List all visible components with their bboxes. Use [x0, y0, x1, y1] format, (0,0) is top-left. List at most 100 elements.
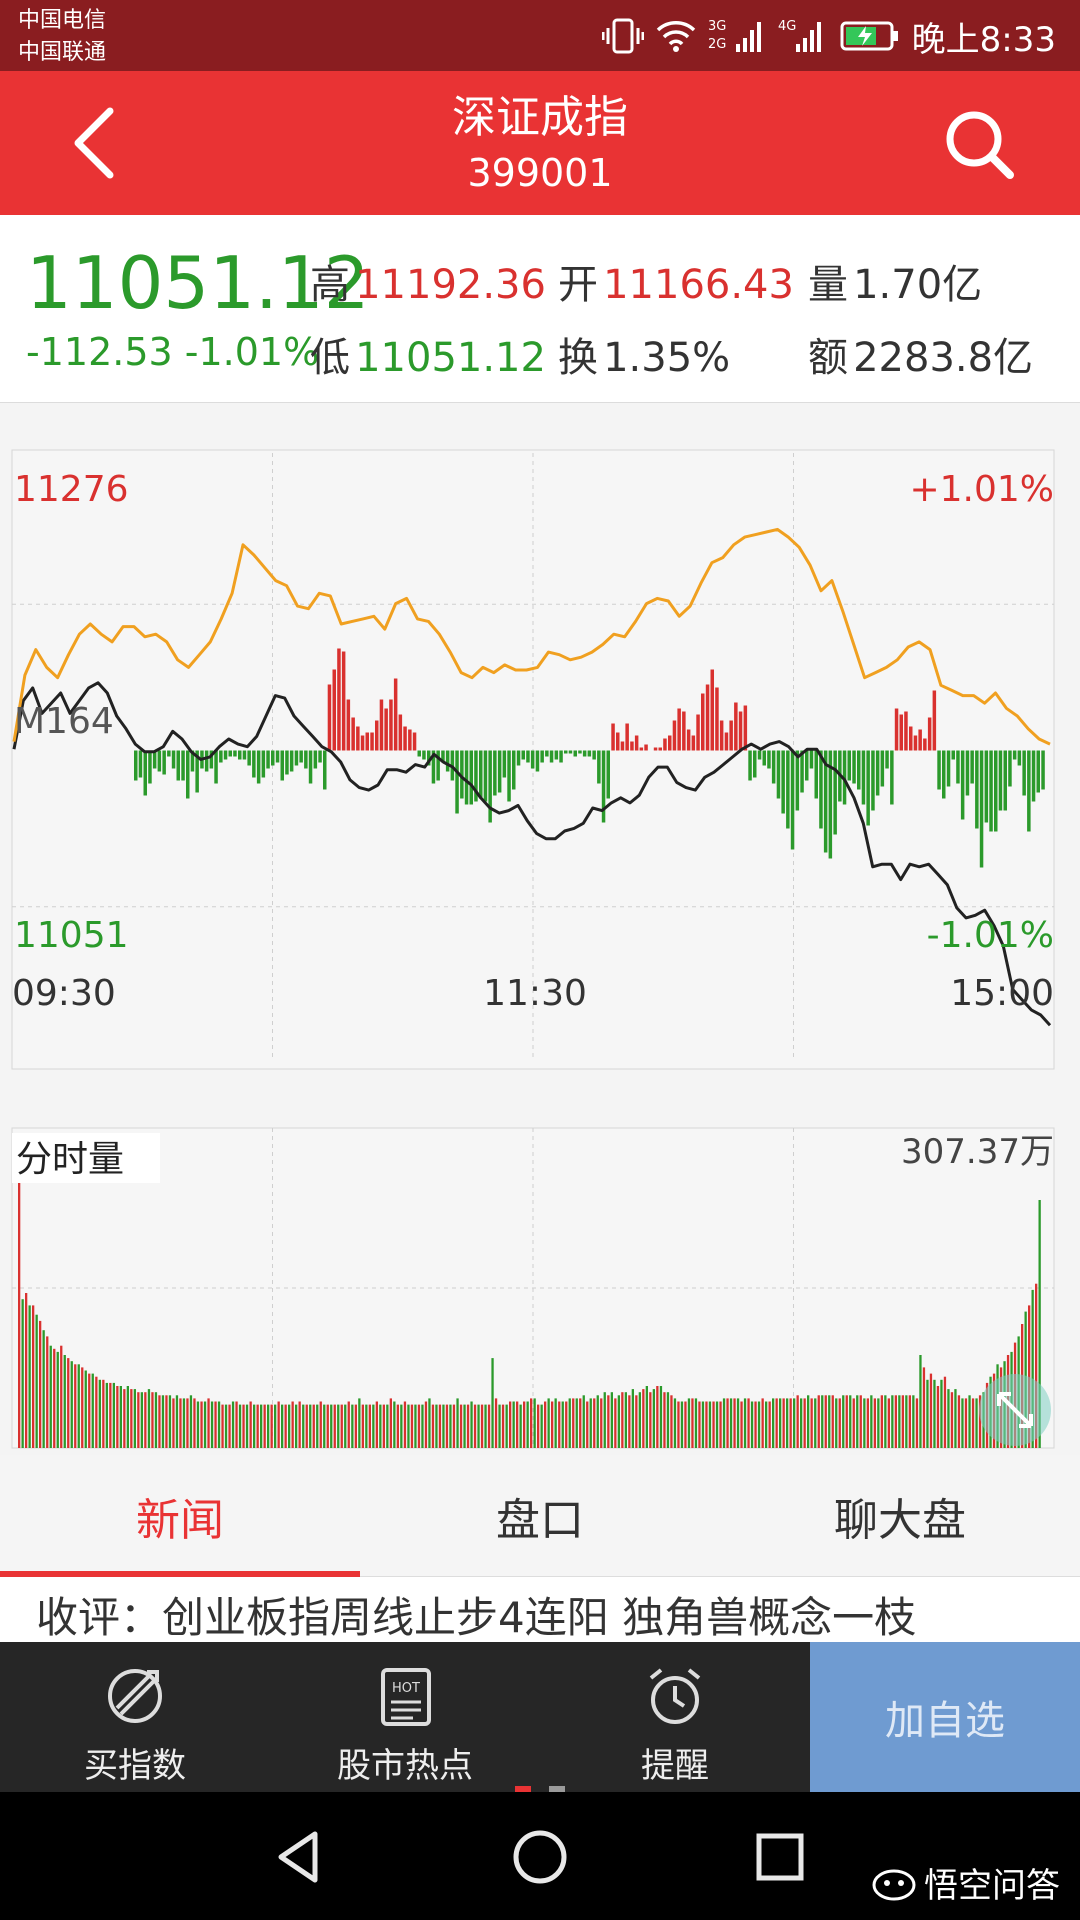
volume-bar: [295, 1404, 298, 1448]
volume-bar: [84, 1370, 87, 1448]
mini-volume-bar: [857, 750, 861, 790]
mini-volume-bar: [904, 711, 908, 751]
volume-bar: [642, 1389, 645, 1448]
volume-bar: [670, 1395, 673, 1448]
volume-bar: [417, 1404, 421, 1448]
volume-bar: [393, 1401, 396, 1448]
volume-bar: [340, 1404, 343, 1448]
mini-volume-bar: [530, 750, 535, 769]
volume-bar: [473, 1404, 477, 1448]
volume-bar: [98, 1379, 101, 1448]
mini-volume-bar: [479, 750, 483, 799]
volume-bar: [288, 1404, 291, 1448]
volume-bar: [866, 1398, 869, 1448]
volume-bar: [382, 1404, 385, 1448]
mini-volume-bar: [937, 750, 941, 790]
mini-volume-bar: [696, 714, 700, 751]
volume-bar: [291, 1401, 294, 1448]
volume-bar: [260, 1404, 263, 1448]
tab-discussion[interactable]: 聊大盘: [834, 1495, 966, 1546]
volume-bar: [750, 1401, 754, 1448]
volume-bar: [673, 1398, 677, 1448]
volume-bar: [516, 1401, 519, 1448]
volume-bar: [551, 1401, 554, 1448]
volume-bar: [200, 1401, 203, 1448]
expand-icon[interactable]: [979, 1374, 1051, 1446]
mini-volume-bar: [181, 750, 185, 781]
volume-bar: [582, 1395, 585, 1448]
active-tab-indicator: [0, 1571, 360, 1577]
volume-bar: [680, 1401, 684, 1448]
volume-bar: [445, 1404, 449, 1448]
current-price: 11051.12: [26, 241, 370, 325]
mini-volume-bar: [280, 750, 284, 781]
volume-bar: [379, 1404, 382, 1448]
mini-volume-bar: [597, 750, 601, 784]
vibrate-icon: [601, 18, 644, 54]
volume-bar: [705, 1401, 708, 1448]
volume-bar: [459, 1404, 463, 1448]
volume-bar: [270, 1404, 273, 1448]
mini-volume-bar: [677, 708, 681, 751]
volume-bar: [940, 1379, 943, 1448]
volume-bar: [133, 1389, 136, 1448]
network-label-2: 2G: [708, 37, 726, 52]
volume-bar: [733, 1398, 736, 1448]
buy-index-button[interactable]: 买指数: [0, 1642, 270, 1792]
volume-bar: [344, 1404, 347, 1448]
volume-bar: [803, 1398, 806, 1448]
chevron-left-icon[interactable]: [60, 101, 130, 185]
nav-back-icon[interactable]: [265, 1822, 335, 1892]
alert-button[interactable]: 提醒: [540, 1642, 810, 1792]
volume-bar: [365, 1404, 368, 1448]
nav-home-icon[interactable]: [505, 1822, 575, 1892]
high-label: 高: [310, 262, 350, 308]
mini-volume-bar: [710, 669, 714, 751]
mini-volume-bar: [592, 750, 596, 760]
volume-bar: [838, 1398, 841, 1448]
mini-volume-bar: [795, 750, 800, 811]
mini-volume-bar: [923, 738, 927, 751]
mini-volume-bar: [469, 750, 473, 805]
volume-bar: [109, 1382, 112, 1448]
volume-bar: [740, 1401, 743, 1448]
status-time: 晚上8:33: [911, 19, 1056, 60]
volume-bar: [487, 1404, 491, 1448]
mini-volume-bar: [271, 750, 275, 766]
volume-bar: [389, 1398, 392, 1448]
intraday-chart[interactable]: 11276 11051 +1.01% -1.01% M164 09:30 11:…: [0, 403, 1080, 1455]
volume-bar: [400, 1404, 403, 1448]
tab-news[interactable]: 新闻: [136, 1495, 224, 1546]
volume-bar: [140, 1392, 143, 1448]
mini-volume-bar: [946, 750, 951, 787]
volume-bar: [421, 1404, 424, 1448]
mini-volume-bar: [927, 717, 932, 751]
search-icon[interactable]: [940, 105, 1020, 185]
volume-bar: [477, 1404, 480, 1448]
nav-recents-icon[interactable]: [745, 1822, 815, 1892]
volume-bar: [800, 1398, 803, 1448]
volume-bar: [147, 1389, 151, 1448]
volume-max-label: 307.37万: [901, 1132, 1054, 1172]
average-line: [12, 527, 1051, 746]
mini-volume-bar: [195, 750, 199, 793]
mini-volume-bar: [464, 750, 469, 805]
volume-bar: [137, 1392, 140, 1448]
mini-volume-bar: [1027, 750, 1031, 832]
volume-bar: [53, 1348, 56, 1448]
tab-order-book[interactable]: 盘口: [496, 1495, 584, 1546]
mini-volume-bar: [894, 708, 899, 751]
hot-news-button[interactable]: HOT 股市热点: [270, 1642, 540, 1792]
volume-bar: [565, 1401, 568, 1448]
volume-bar: [842, 1395, 845, 1448]
volume-bar: [323, 1404, 326, 1448]
volume-bar: [410, 1404, 414, 1448]
volume-bar: [530, 1398, 533, 1448]
news-headline[interactable]: 收评：创业板指周线止步4连阳 独角兽概念一枝: [36, 1593, 917, 1642]
add-watchlist-button[interactable]: 加自选: [810, 1642, 1080, 1792]
mini-volume-bar: [668, 735, 672, 751]
mini-volume-bar: [724, 732, 729, 751]
mini-volume-bar: [412, 732, 417, 751]
volume-bar: [558, 1401, 561, 1448]
